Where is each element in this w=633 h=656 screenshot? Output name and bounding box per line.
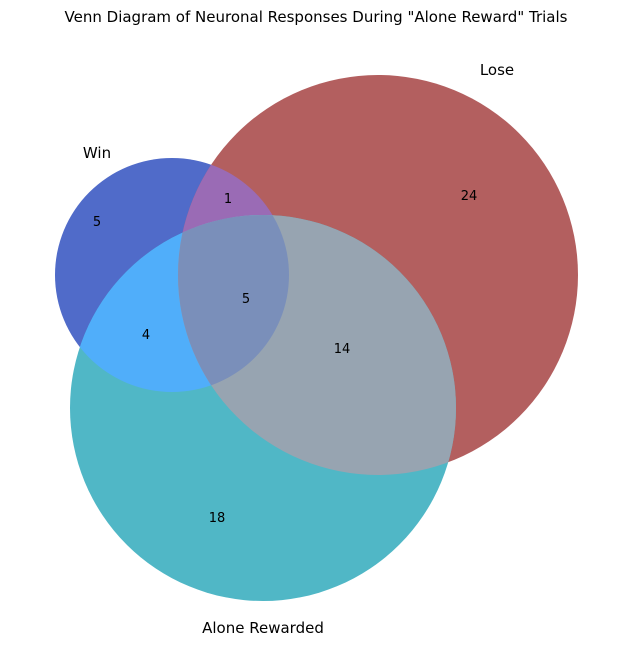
count-lose-alone: 14 [334,342,351,357]
count-win-alone: 4 [142,328,150,343]
count-win-lose: 1 [224,192,232,207]
count-all-three: 5 [242,292,250,307]
set-label-lose: Lose [480,61,514,79]
count-alone-only: 18 [209,511,226,526]
lose-alone-intersection [178,215,456,475]
count-lose-only: 24 [461,189,478,204]
win-alone-intersection [70,215,289,392]
set-label-alone-rewarded: Alone Rewarded [202,619,324,637]
diagram-title: Venn Diagram of Neuronal Responses Durin… [65,8,568,26]
count-win-only: 5 [93,215,101,230]
set-label-win: Win [83,144,111,162]
